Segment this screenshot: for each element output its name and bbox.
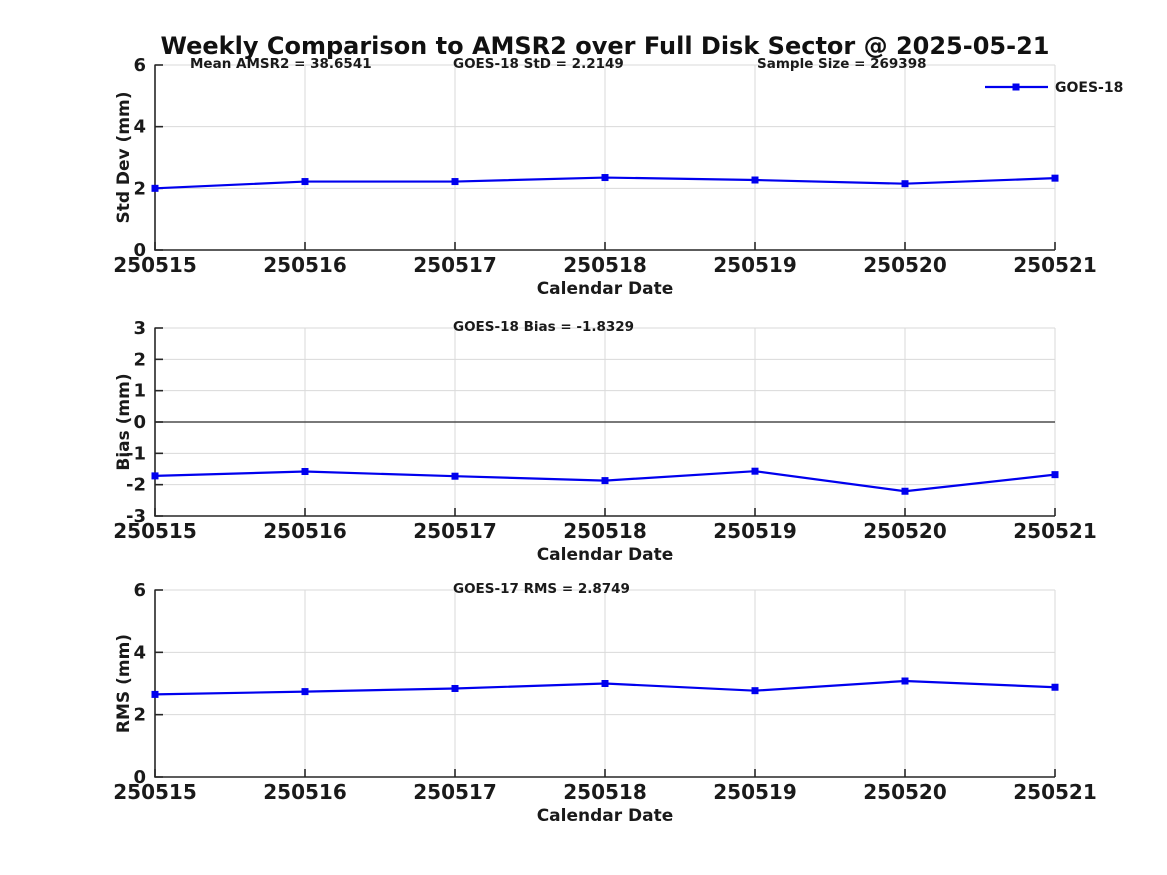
y-tick-label: 0 (133, 412, 146, 433)
series-marker (1051, 174, 1059, 182)
series-marker (301, 688, 309, 696)
x-axis-title: Calendar Date (537, 279, 674, 299)
series-marker (1051, 683, 1059, 691)
y-tick-label: 6 (133, 55, 146, 76)
annotation-text: Sample Size = 269398 (757, 56, 926, 72)
y-tick-label: -2 (126, 475, 146, 496)
x-tick-label: 250515 (113, 253, 197, 277)
annotation-text: GOES-18 StD = 2.2149 (453, 56, 624, 72)
x-tick-label: 250519 (713, 780, 797, 804)
y-axis-title: Bias (mm) (114, 373, 134, 470)
x-tick-label: 250515 (113, 780, 197, 804)
series-marker (301, 178, 309, 186)
series-marker (751, 176, 759, 184)
y-tick-label: -3 (126, 506, 146, 527)
series-marker (151, 184, 159, 192)
figure-title: Weekly Comparison to AMSR2 over Full Dis… (160, 32, 1050, 60)
y-tick-label: 0 (133, 240, 146, 261)
y-tick-label: 4 (133, 117, 146, 138)
x-tick-label: 250517 (413, 780, 497, 804)
series-marker (751, 687, 759, 695)
series-marker (151, 472, 159, 480)
x-tick-label: 250518 (563, 519, 647, 543)
legend-label: GOES-18 (1055, 80, 1123, 96)
annotation-text: GOES-18 Bias = -1.8329 (453, 319, 634, 335)
x-tick-label: 250516 (263, 519, 347, 543)
x-tick-label: 250519 (713, 253, 797, 277)
y-tick-label: 2 (133, 178, 146, 199)
series-marker (901, 677, 909, 685)
x-axis-title: Calendar Date (537, 806, 674, 826)
y-tick-label: 2 (133, 705, 146, 726)
annotation-text: GOES-17 RMS = 2.8749 (453, 581, 630, 597)
series-marker (301, 468, 309, 476)
series-marker (1051, 471, 1059, 479)
series-marker (151, 690, 159, 698)
y-tick-label: 3 (133, 318, 146, 339)
series-marker (901, 180, 909, 188)
series-marker (451, 684, 459, 692)
x-tick-label: 250521 (1013, 780, 1097, 804)
x-tick-label: 250515 (113, 519, 197, 543)
series-marker (751, 467, 759, 475)
y-tick-label: 6 (133, 580, 146, 601)
series-marker (901, 487, 909, 495)
x-tick-label: 250516 (263, 253, 347, 277)
annotation-text: Mean AMSR2 = 38.6541 (190, 56, 372, 72)
y-tick-label: 1 (133, 381, 146, 402)
x-tick-label: 250517 (413, 253, 497, 277)
y-tick-label: 0 (133, 767, 146, 788)
x-tick-label: 250517 (413, 519, 497, 543)
series-marker (451, 472, 459, 480)
x-tick-label: 250518 (563, 253, 647, 277)
x-tick-label: 250520 (863, 519, 947, 543)
x-tick-label: 250521 (1013, 253, 1097, 277)
series-marker (601, 680, 609, 687)
x-tick-label: 250518 (563, 780, 647, 804)
series-marker (601, 174, 609, 182)
x-tick-label: 250519 (713, 519, 797, 543)
y-tick-label: 4 (133, 642, 146, 663)
x-tick-label: 250520 (863, 780, 947, 804)
x-tick-label: 250516 (263, 780, 347, 804)
series-marker (601, 477, 609, 485)
y-axis-title: RMS (mm) (114, 634, 134, 733)
series-marker (451, 178, 459, 186)
x-tick-label: 250521 (1013, 519, 1097, 543)
x-axis-title: Calendar Date (537, 545, 674, 565)
legend-marker-icon (1012, 83, 1020, 91)
y-axis-title: Std Dev (mm) (114, 91, 134, 223)
x-tick-label: 250520 (863, 253, 947, 277)
y-tick-label: 2 (133, 349, 146, 370)
y-tick-label: -1 (126, 443, 146, 464)
